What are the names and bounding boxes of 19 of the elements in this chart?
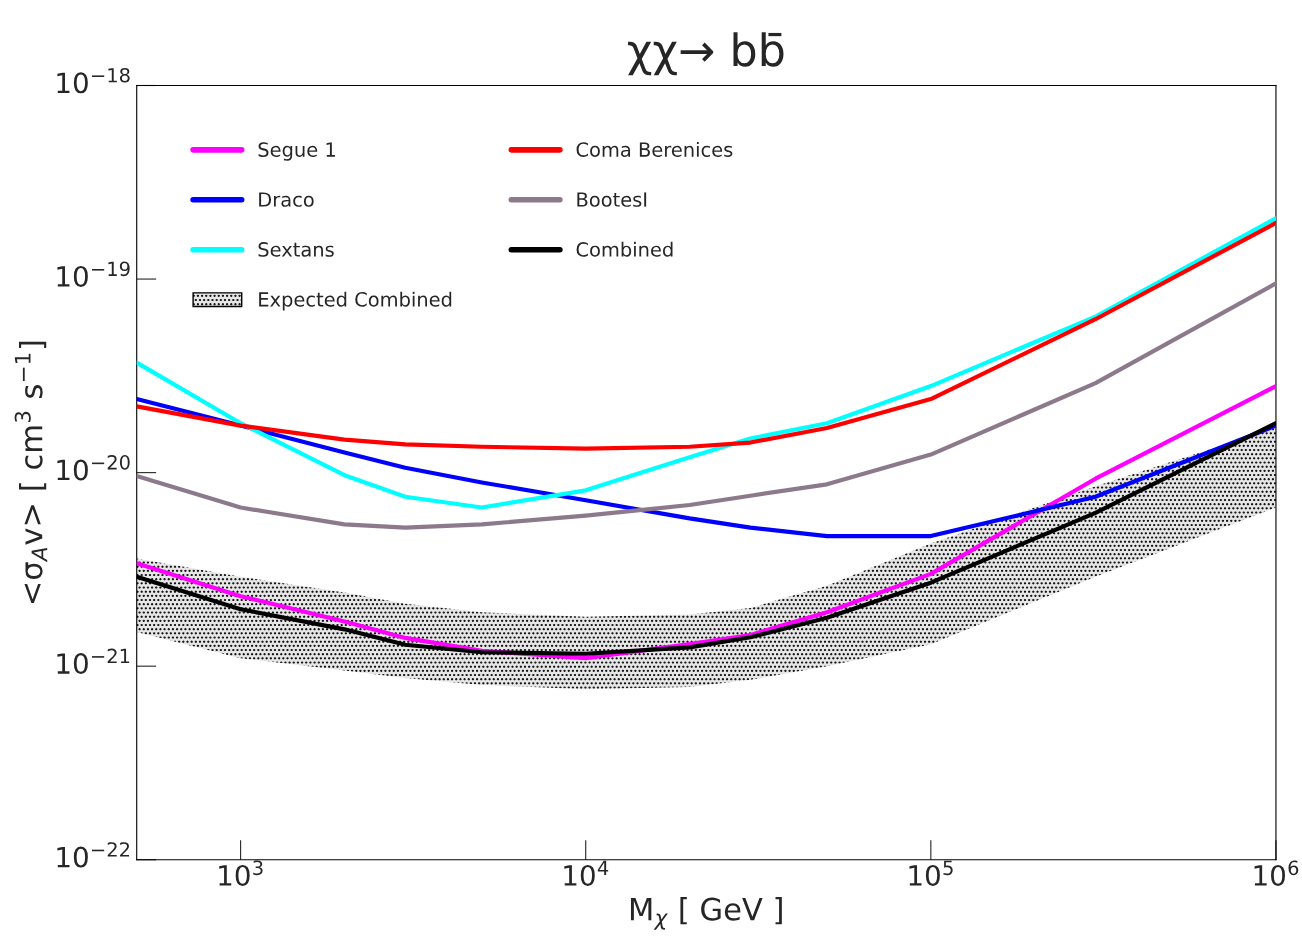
legend-label: BootesI [577, 192, 647, 207]
legend-label: Combined [576, 241, 673, 257]
legend-label: Expected Combined [259, 291, 452, 311]
x-tick-label: 10$^{5}$ [909, 860, 953, 886]
y-tick-label: 10$^{−20}$ [57, 455, 130, 481]
y-axis-title: <σ$_{A}$v> [ cm$^{3}$ s$^{−1}$] [14, 341, 48, 604]
y-tick-label: 10$^{−22}$ [57, 842, 130, 868]
legend-label: Segue 1 [258, 142, 335, 161]
legend-label: Sextans [258, 242, 334, 257]
x-tick-label: 10$^{6}$ [1254, 860, 1299, 886]
y-tick-label: 10$^{−21}$ [57, 648, 130, 675]
legend-label: Coma Berenices [576, 141, 733, 157]
x-tick-label: 10$^{4}$ [564, 860, 609, 886]
x-tick-label: 10$^{3}$ [219, 860, 263, 886]
x-axis-title: M$_{χ}$ [ GeV ] [630, 897, 782, 930]
y-tick-label: 10$^{−18}$ [57, 67, 130, 94]
chart-title: χχ→ bb̄ [628, 32, 784, 76]
legend-label: Draco [259, 192, 314, 207]
y-tick-label: 10$^{−19}$ [57, 261, 130, 287]
